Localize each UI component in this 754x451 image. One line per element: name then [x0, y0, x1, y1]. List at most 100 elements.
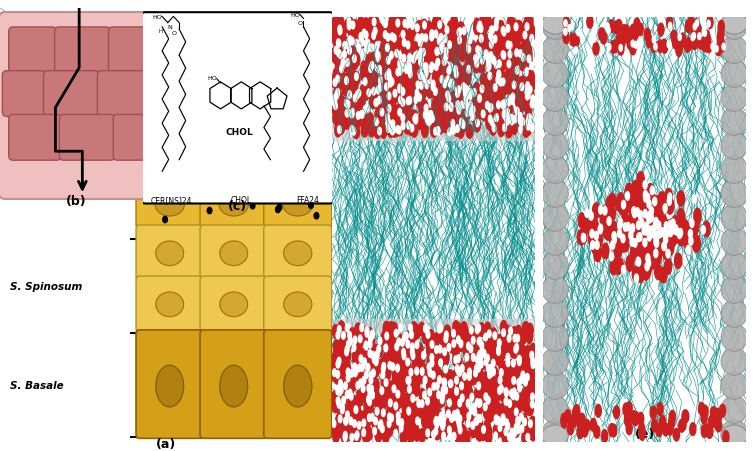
Circle shape [391, 399, 397, 413]
Circle shape [487, 99, 494, 112]
Circle shape [663, 204, 667, 213]
Circle shape [682, 224, 689, 239]
Circle shape [355, 98, 361, 112]
Circle shape [362, 427, 369, 441]
Circle shape [464, 345, 470, 359]
Circle shape [516, 23, 523, 37]
Circle shape [448, 377, 455, 391]
Circle shape [526, 421, 533, 435]
Circle shape [217, 159, 222, 165]
Circle shape [424, 325, 428, 333]
Circle shape [340, 99, 346, 113]
Circle shape [399, 324, 403, 331]
Circle shape [403, 46, 410, 60]
Circle shape [349, 78, 355, 92]
Circle shape [163, 190, 167, 197]
Circle shape [506, 110, 510, 118]
Circle shape [487, 409, 493, 422]
Circle shape [647, 259, 651, 267]
Circle shape [350, 126, 354, 134]
Circle shape [351, 395, 357, 409]
Circle shape [403, 419, 409, 433]
Circle shape [439, 393, 445, 407]
Circle shape [397, 127, 401, 135]
Circle shape [645, 207, 652, 222]
Circle shape [428, 409, 435, 423]
Circle shape [500, 33, 507, 47]
Circle shape [469, 42, 476, 55]
Circle shape [355, 323, 361, 337]
Circle shape [352, 351, 359, 365]
Circle shape [411, 23, 414, 30]
Circle shape [563, 32, 569, 44]
Circle shape [370, 331, 374, 338]
Circle shape [447, 33, 454, 46]
Circle shape [395, 70, 401, 83]
Circle shape [663, 245, 670, 261]
Circle shape [497, 42, 503, 56]
Circle shape [627, 256, 633, 271]
Ellipse shape [721, 60, 747, 88]
Circle shape [498, 404, 504, 418]
Circle shape [338, 61, 345, 74]
Circle shape [432, 45, 439, 59]
Circle shape [428, 330, 434, 343]
Circle shape [638, 413, 644, 425]
Circle shape [389, 112, 396, 126]
Circle shape [398, 19, 404, 32]
Circle shape [497, 417, 501, 424]
Circle shape [606, 197, 614, 212]
Circle shape [461, 368, 467, 381]
Ellipse shape [542, 109, 569, 136]
Circle shape [432, 392, 439, 405]
Circle shape [399, 113, 406, 126]
Circle shape [499, 361, 506, 374]
Circle shape [353, 23, 360, 37]
Circle shape [573, 35, 579, 48]
Circle shape [342, 74, 348, 87]
Circle shape [383, 417, 390, 431]
FancyBboxPatch shape [142, 13, 333, 204]
Circle shape [703, 222, 710, 237]
Circle shape [508, 400, 515, 414]
Circle shape [590, 241, 595, 250]
Circle shape [529, 79, 535, 93]
Circle shape [428, 354, 434, 367]
Circle shape [406, 359, 409, 366]
Circle shape [432, 18, 439, 31]
Circle shape [516, 22, 523, 36]
Circle shape [704, 424, 710, 437]
Circle shape [177, 152, 182, 158]
Circle shape [436, 128, 440, 136]
Circle shape [442, 420, 445, 428]
Text: O: O [298, 21, 303, 26]
Circle shape [517, 29, 524, 42]
Circle shape [510, 338, 516, 351]
Circle shape [448, 129, 452, 136]
Circle shape [492, 19, 498, 32]
Circle shape [500, 333, 507, 347]
Circle shape [344, 376, 351, 390]
Circle shape [337, 385, 341, 393]
Circle shape [383, 32, 387, 39]
Text: (d): (d) [423, 427, 444, 440]
Circle shape [403, 40, 406, 47]
Circle shape [561, 415, 567, 428]
Circle shape [510, 32, 517, 45]
Circle shape [463, 74, 469, 87]
Circle shape [506, 394, 512, 408]
Circle shape [631, 31, 637, 43]
Circle shape [520, 356, 526, 369]
Circle shape [476, 414, 480, 422]
Circle shape [456, 355, 460, 363]
Circle shape [363, 42, 370, 55]
Circle shape [693, 237, 700, 253]
Circle shape [575, 47, 578, 54]
Circle shape [457, 81, 464, 95]
Circle shape [346, 60, 349, 67]
Circle shape [366, 55, 372, 69]
Circle shape [338, 419, 345, 433]
Circle shape [470, 99, 476, 112]
Circle shape [310, 166, 314, 172]
Circle shape [348, 332, 351, 340]
